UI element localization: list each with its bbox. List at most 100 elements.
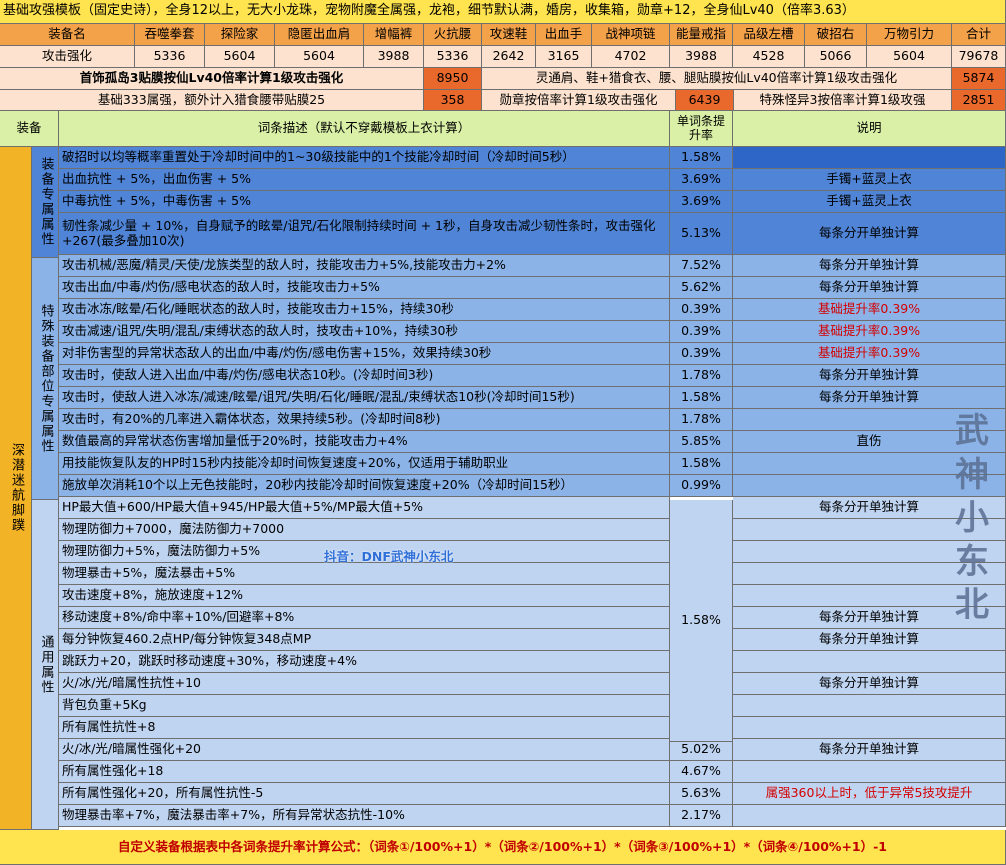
attribute-desc: 所有属性抗性+8 [59, 717, 670, 739]
equip-value: 5336 [135, 46, 205, 68]
attribute-desc: 物理防御力+7000，魔法防御力+7000 [59, 519, 670, 541]
equip-value: 5336 [424, 46, 482, 68]
attribute-desc: 数值最高的异常状态伤害增加量低于20%时，技能攻击力+4% [59, 431, 670, 453]
watermark-char: 小 [955, 498, 989, 539]
watermark-char: 武 [955, 411, 989, 451]
equip-value: 3165 [536, 46, 592, 68]
attribute-note: 每条分开单独计算 [733, 673, 1006, 695]
douyin-tag: 抖音：DNF武神小东北 [324, 549, 454, 564]
sheet-title: 基础攻强模板（固定史诗），全身12以上，无大小龙珠，宠物附魔全属强，龙袍，细节默… [0, 0, 1006, 24]
attribute-note: 基础提升率0.39% [733, 321, 1006, 343]
attribute-desc: 火/冰/光/暗属性强化+20 [59, 739, 670, 761]
bonus-c-value: 358 [424, 90, 482, 111]
group-special-slot: 特殊装备部位专属属性 [32, 258, 59, 500]
attribute-desc: 施放单次消耗10个以上无色技能时，20秒内技能冷却时间恢复速度+20%（冷却时间… [59, 475, 670, 497]
attribute-note: 每条分开单独计算 [733, 607, 1006, 629]
bonus-e-value: 2851 [952, 90, 1006, 111]
attribute-desc: 物理防御力+5%，魔法防御力+5% [59, 541, 670, 563]
equip-value: 5066 [805, 46, 867, 68]
attribute-desc: 移动速度+8%/命中率+10%/回避率+8% [59, 607, 670, 629]
attribute-rate: 0.39% [670, 343, 733, 365]
attribute-rate: 0.39% [670, 299, 733, 321]
equip-value: 5604 [867, 46, 952, 68]
attribute-desc: 物理暴击率+7%，魔法暴击率+7%，所有异常状态抗性-10% [59, 805, 670, 827]
attribute-note: 属强360以上时，低于异常5技攻提升 [733, 783, 1006, 805]
attribute-note: 每条分开单独计算 [733, 629, 1006, 651]
attribute-rate: 5.63% [670, 783, 733, 805]
equip-value: 2642 [482, 46, 536, 68]
equip-name: 破招右 [805, 24, 867, 46]
watermark: 武 神 小 东 北 [944, 410, 1000, 628]
attribute-desc: 攻击时，有20%的几率进入霸体状态，效果持续5秒。(冷却时间8秒) [59, 409, 670, 431]
bonus-d-label: 勋章按倍率计算1级攻击强化 [482, 90, 676, 111]
watermark-char: 神 [955, 454, 989, 495]
attribute-desc: 物理暴击+5%，魔法暴击+5% [59, 563, 670, 585]
attribute-note: 手镯+蓝灵上衣 [733, 169, 1006, 191]
attribute-note: 每条分开单独计算 [733, 255, 1006, 277]
attribute-desc: 火/冰/光/暗属性抗性+10 [59, 673, 670, 695]
watermark-char: 东 [955, 541, 989, 582]
equip-name: 吞噬拳套 [135, 24, 205, 46]
equip-name: 火抗腰 [424, 24, 482, 46]
merged-rate: 1.58% [670, 500, 733, 742]
attribute-desc: 对非伤害型的异常状态敌人的出血/中毒/灼伤/感电伤害+15%，效果持续30秒 [59, 343, 670, 365]
equip-name: 能量戒指 [670, 24, 733, 46]
attribute-note: 每条分开单独计算 [733, 739, 1006, 761]
attribute-rate: 3.69% [670, 191, 733, 213]
attribute-rate: 1.78% [670, 409, 733, 431]
equip-name: 增幅裤 [364, 24, 424, 46]
bonus-b-value: 5874 [952, 68, 1006, 90]
attribute-rate: 1.58% [670, 453, 733, 475]
attribute-rate: 1.58% [670, 147, 733, 169]
equip-value: 4702 [592, 46, 670, 68]
bonus-a-value: 8950 [424, 68, 482, 90]
equip-name: 出血手 [536, 24, 592, 46]
equip-name: 隐匿出血肩 [275, 24, 364, 46]
attribute-note: 基础提升率0.39% [733, 299, 1006, 321]
equip-name: 战神项链 [592, 24, 670, 46]
attribute-desc: 所有属性强化+20，所有属性抗性-5 [59, 783, 670, 805]
attribute-rate: 5.85% [670, 431, 733, 453]
attribute-rate: 0.99% [670, 475, 733, 497]
attribute-note: 每条分开单独计算 [733, 277, 1006, 299]
equip-value: 3988 [364, 46, 424, 68]
attribute-note: 每条分开单独计算 [733, 387, 1006, 409]
bonus-e-label: 特殊怪异3按倍率计算1级攻强 [734, 90, 952, 111]
attribute-rate: 5.62% [670, 277, 733, 299]
attribute-desc: 破招时以均等概率重置处于冷却时间中的1~30级技能中的1个技能冷却时间（冷却时间… [59, 147, 670, 169]
group-common: 通用属性 [32, 500, 59, 830]
attribute-note [733, 651, 1006, 673]
equip-value: 3988 [670, 46, 733, 68]
item-name: 深潜迷航脚蹼 [0, 147, 32, 830]
equip-row-label: 攻击强化 [0, 46, 135, 68]
attribute-note: 每条分开单独计算 [733, 497, 1006, 519]
group-exclusive: 装备专属属性 [32, 147, 59, 258]
attribute-desc: 韧性条减少量 + 10%，自身赋予的眩晕/诅咒/石化限制持续时间 + 1秒，自身… [59, 213, 670, 255]
equip-name: 品级左槽 [733, 24, 805, 46]
header-rate: 单词条提升率 [670, 111, 733, 147]
attribute-desc: 出血抗性 + 5%，出血伤害 + 5% [59, 169, 670, 191]
equip-total-header: 合计 [952, 24, 1006, 46]
equip-value: 5604 [275, 46, 364, 68]
equip-name: 攻速鞋 [482, 24, 536, 46]
attribute-note [733, 717, 1006, 739]
equip-name: 探险家 [205, 24, 275, 46]
attribute-note: 直伤 [733, 431, 1006, 453]
attribute-note: 手镯+蓝灵上衣 [733, 191, 1006, 213]
attribute-desc: 攻击出血/中毒/灼伤/感电状态的敌人时，技能攻击力+5% [59, 277, 670, 299]
attribute-rate: 1.78% [670, 365, 733, 387]
footer-formula: 自定义装备根据表中各词条提升率计算公式：（词条①/100%+1）*（词条②/10… [0, 830, 1006, 865]
attribute-rate: 2.17% [670, 805, 733, 827]
attribute-rate: 1.58% [670, 387, 733, 409]
attribute-desc: 用技能恢复队友的HP时15秒内技能冷却时间恢复速度+20%，仅适用于辅助职业 [59, 453, 670, 475]
attribute-desc: 攻击减速/诅咒/失明/混乱/束缚状态的敌人时，技攻击+10%，持续30秒 [59, 321, 670, 343]
attribute-desc: 攻击速度+8%，施放速度+12% [59, 585, 670, 607]
watermark-char: 北 [955, 585, 989, 626]
attribute-desc: 攻击冰冻/眩晕/石化/睡眠状态的敌人时，技能攻击力+15%，持续30秒 [59, 299, 670, 321]
bonus-c-label: 基础333属强，额外计入猎食腰带贴膜25 [0, 90, 424, 111]
attribute-note: 基础提升率0.39% [733, 343, 1006, 365]
attribute-note: 每条分开单独计算 [733, 213, 1006, 255]
attribute-rate: 0.39% [670, 321, 733, 343]
equip-name: 万物引力 [867, 24, 952, 46]
